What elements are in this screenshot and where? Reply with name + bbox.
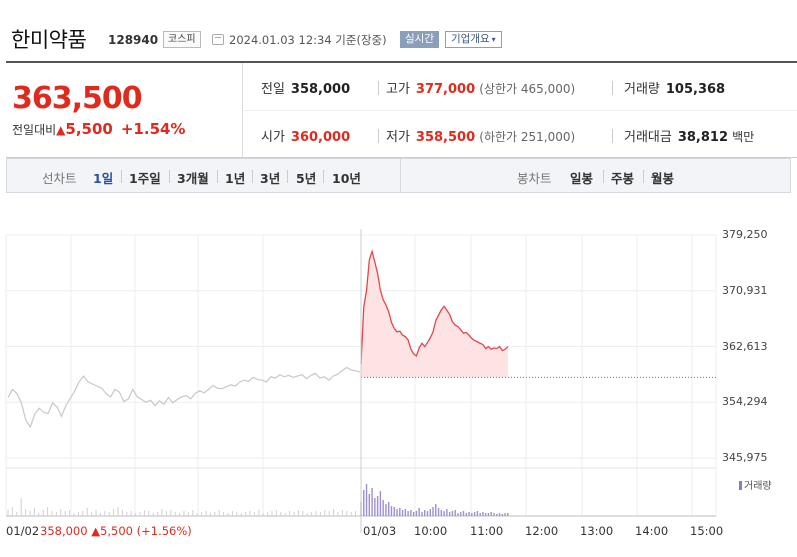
legend-swatch (739, 481, 742, 490)
high-label: 고가 (386, 82, 410, 97)
current-price: 363,500 (12, 81, 143, 116)
x-tick-label: 11:00 (470, 524, 504, 538)
low-price: 저가 358,500 (하한가 251,000) (386, 126, 575, 145)
divider (603, 170, 604, 183)
y-tick-label: 362,613 (722, 339, 768, 353)
divider (378, 81, 379, 95)
price-chart: 379,250 370,931 362,613 354,294 345,975 01/0… (0, 193, 797, 557)
divider (323, 170, 324, 183)
open-label: 시가 (261, 130, 285, 145)
divider (217, 170, 218, 183)
x-tick-label: 10:00 (414, 524, 448, 538)
volume: 거래량 105,368 (624, 78, 725, 97)
tab-daily-candle[interactable]: 일봉 (570, 171, 594, 186)
lower-limit: (하한가 251,000) (479, 130, 576, 144)
prev-day-price-line (7, 366, 361, 429)
realtime-button[interactable]: 실시간 (400, 31, 439, 48)
price-change: 전일대비▲5,500 +1.54% (12, 120, 185, 138)
change-percent: +1.54% (120, 120, 186, 138)
tab-weekly-candle[interactable]: 주봉 (611, 171, 635, 186)
chart-canvas (5, 229, 717, 533)
prev-day-summary: 358,000 ▲5,500 (+1.56%) (40, 524, 192, 538)
x-tick-label: 15:00 (690, 524, 724, 538)
market-badge: 코스피 (163, 31, 201, 48)
chart-period-tabs: 선차트 1일 1주일 3개월 1년 3년 5년 10년 봉차트 일봉 주봉 월봉 (6, 158, 791, 193)
divider (378, 129, 379, 143)
y-tick-label: 379,250 (722, 228, 768, 241)
volume-label: 거래량 (624, 82, 660, 97)
price-line (360, 249, 509, 365)
stock-code: 128940 (108, 33, 159, 47)
volume-legend: 거래량 (739, 477, 772, 492)
price-summary: 363,500 전일대비▲5,500 +1.54% 전일 358,000 고가 377… (6, 61, 797, 158)
volume-value: 105,368 (665, 82, 726, 97)
stock-header: 한미약품 128940 코스피 2024.01.03 12:34 기준(장중) … (0, 0, 797, 60)
chevron-down-icon: ▾ (491, 35, 496, 44)
tab-1d[interactable]: 1일 (93, 171, 114, 186)
open-price: 시가 360,000 (261, 126, 350, 145)
tab-1y[interactable]: 1년 (225, 171, 246, 186)
line-chart-label: 선차트 (42, 171, 77, 186)
x-tick-label: 01/03 (363, 524, 397, 538)
prev-value: 358,000 (290, 82, 351, 97)
high-value: 377,000 (415, 82, 476, 97)
y-tick-label: 345,975 (722, 451, 768, 464)
high-price: 고가 377,000 (상한가 465,000) (386, 78, 575, 97)
candle-chart-label: 봉차트 (517, 171, 552, 186)
tab-3y[interactable]: 3년 (260, 171, 281, 186)
divider (643, 170, 644, 183)
divider (252, 170, 253, 183)
company-info-label: 기업개요 (451, 33, 490, 45)
volume-legend-label: 거래량 (744, 481, 772, 492)
prev-close: 전일 358,000 (261, 78, 350, 97)
tab-10y[interactable]: 10년 (332, 171, 361, 186)
tab-3m[interactable]: 3개월 (177, 171, 209, 186)
x-tick-label: 12:00 (525, 524, 559, 538)
tab-5y[interactable]: 5년 (296, 171, 317, 186)
divider (287, 170, 288, 183)
x-tick-label: 01/02 (6, 524, 40, 538)
change-label: 전일대비 (12, 123, 57, 137)
change-value: 5,500 (65, 120, 113, 138)
low-label: 저가 (386, 130, 410, 145)
tab-1w[interactable]: 1주일 (129, 171, 161, 186)
prev-label: 전일 (261, 82, 285, 97)
quote-datetime: 2024.01.03 12:34 기준(장중) (229, 33, 387, 47)
price-area-fill (361, 251, 508, 378)
amount-label: 거래대금 (624, 130, 672, 145)
x-tick-label: 13:00 (580, 524, 614, 538)
divider (243, 110, 797, 111)
x-tick-label: 14:00 (635, 524, 669, 538)
divider (612, 129, 613, 143)
stock-name: 한미약품 (11, 28, 87, 52)
tab-monthly-candle[interactable]: 월봉 (651, 171, 675, 186)
upper-limit: (상한가 465,000) (479, 82, 576, 96)
open-value: 360,000 (290, 130, 351, 145)
divider (612, 81, 613, 95)
trade-amount: 거래대금 38,812 백만 (624, 126, 754, 145)
divider (242, 63, 243, 158)
amount-unit: 백만 (732, 130, 755, 144)
divider (169, 170, 170, 183)
low-value: 358,500 (415, 130, 476, 145)
clock-icon (212, 34, 224, 45)
y-tick-label: 370,931 (722, 283, 768, 297)
company-info-dropdown[interactable]: 기업개요 ▾ (445, 31, 502, 48)
divider (400, 159, 401, 192)
amount-value: 38,812 (677, 130, 729, 145)
divider (121, 170, 122, 183)
y-tick-label: 354,294 (722, 395, 768, 409)
up-arrow-icon: ▲ (56, 123, 66, 137)
